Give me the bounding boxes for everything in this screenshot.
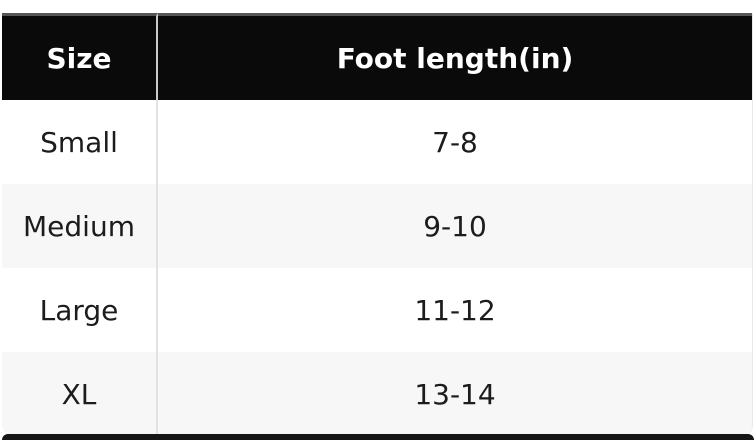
foot-length-cell: 11-12 <box>158 268 752 352</box>
table-row: Small 7-8 <box>2 100 752 184</box>
column-header-foot-length: Foot length(in) <box>158 13 752 100</box>
foot-length-cell: 9-10 <box>158 184 752 268</box>
foot-length-cell: 7-8 <box>158 100 752 184</box>
size-cell: XL <box>2 352 158 436</box>
table-row: XL 13-14 <box>2 352 752 436</box>
size-chart-table: Size Foot length(in) Small 7-8 Medium 9-… <box>2 13 752 436</box>
size-cell: Medium <box>2 184 158 268</box>
table-row: Large 11-12 <box>2 268 752 352</box>
table-row: Medium 9-10 <box>2 184 752 268</box>
foot-length-cell: 13-14 <box>158 352 752 436</box>
size-cell: Small <box>2 100 158 184</box>
size-cell: Large <box>2 268 158 352</box>
column-header-size: Size <box>2 13 158 100</box>
header-row: Size Foot length(in) <box>2 13 752 100</box>
next-section-top-edge <box>2 434 754 440</box>
size-chart-card: Size Foot length(in) Small 7-8 Medium 9-… <box>2 13 753 436</box>
